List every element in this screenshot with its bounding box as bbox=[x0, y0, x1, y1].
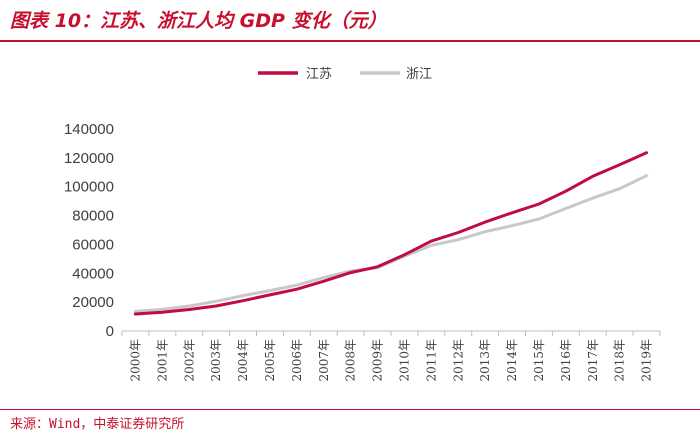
y-tick-label: 40000 bbox=[72, 265, 114, 282]
x-tick-label: 2006年 bbox=[290, 339, 304, 382]
chart-title: 图表 10：江苏、浙江人均 GDP 变化（元） bbox=[10, 10, 387, 32]
y-tick-label: 60000 bbox=[72, 236, 114, 253]
title-rule bbox=[0, 40, 700, 42]
x-tick-label: 2009年 bbox=[371, 339, 385, 382]
y-tick-label: 0 bbox=[106, 323, 114, 340]
x-tick-label: 2003年 bbox=[209, 339, 223, 382]
x-axis: 2000年 2001年 2002年 2003年 2004年 2005年 2006年 2007年… bbox=[121, 330, 661, 382]
x-tick-label: 2015年 bbox=[532, 339, 546, 382]
x-tick-label: 2018年 bbox=[613, 339, 627, 382]
x-tick-label: 2005年 bbox=[263, 339, 277, 382]
series-line-jiangsu bbox=[133, 151, 648, 316]
x-tick-label: 2002年 bbox=[182, 339, 196, 382]
x-tick-label: 2001年 bbox=[155, 339, 169, 382]
x-tick-label: 2014年 bbox=[505, 339, 519, 382]
legend-label-jiangsu: 江苏 bbox=[306, 66, 332, 82]
x-tick-label: 2019年 bbox=[640, 339, 654, 382]
x-tick-label: 2004年 bbox=[236, 339, 250, 382]
series-group bbox=[133, 151, 648, 316]
x-tick-label: 2000年 bbox=[128, 339, 142, 382]
x-tick-label: 2011年 bbox=[424, 339, 438, 382]
legend-label-zhejiang: 浙江 bbox=[406, 67, 432, 82]
y-tick-label: 20000 bbox=[72, 294, 114, 311]
x-tick-label: 2007年 bbox=[317, 339, 331, 382]
line-chart: 江苏 浙江 0 20000 40000 60000 80000 100000 120000 14… bbox=[64, 66, 661, 382]
y-axis: 0 20000 40000 60000 80000 100000 120000 140000 bbox=[64, 121, 114, 340]
series-line-zhejiang bbox=[133, 174, 648, 313]
legend: 江苏 浙江 bbox=[258, 66, 432, 82]
y-tick-label: 100000 bbox=[64, 179, 114, 196]
x-tick-label: 2008年 bbox=[344, 339, 358, 382]
y-tick-label: 80000 bbox=[72, 208, 114, 225]
source-note: 来源：Wind，中泰证券研究所 bbox=[10, 417, 185, 432]
x-tick-label: 2013年 bbox=[478, 339, 492, 382]
x-tick-label: 2016年 bbox=[559, 339, 573, 382]
x-tick-label: 2012年 bbox=[451, 339, 465, 382]
x-tick-label: 2010年 bbox=[397, 339, 411, 382]
footer-rule bbox=[0, 409, 700, 410]
y-tick-label: 120000 bbox=[64, 150, 114, 167]
y-tick-label: 140000 bbox=[64, 121, 114, 138]
x-tick-label: 2017年 bbox=[586, 339, 600, 382]
